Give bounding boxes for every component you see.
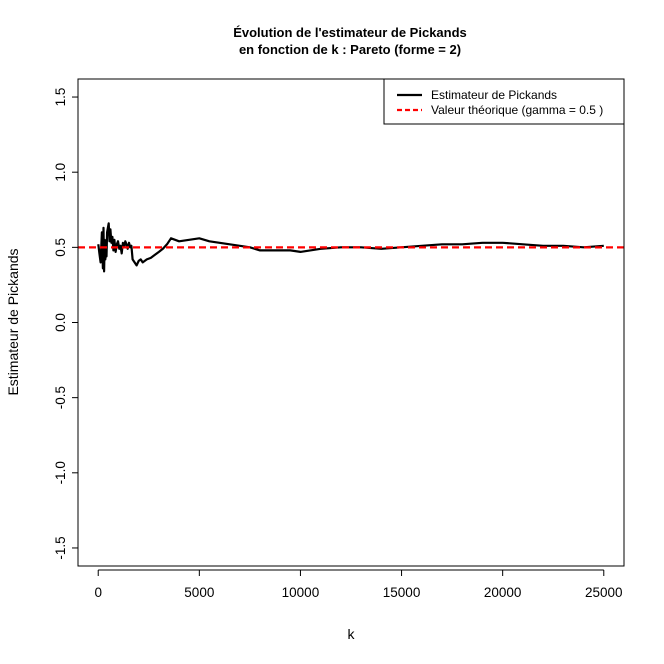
y-tick-label: 1.5 (53, 88, 68, 107)
y-tick-label: -0.5 (53, 386, 68, 409)
legend-label-theoretical: Valeur théorique (gamma = 0.5 ) (431, 103, 603, 117)
chart-subtitle: en fonction de k : Pareto (forme = 2) (239, 42, 461, 57)
x-tick-label: 15000 (383, 585, 421, 600)
y-axis: -1.5 -1.0 -0.5 0.0 0.5 1.0 1.5 (53, 88, 79, 560)
y-tick-label: 0.0 (53, 313, 68, 332)
x-tick-label: 20000 (484, 585, 522, 600)
x-axis: 0 5000 10000 15000 20000 25000 (94, 569, 623, 600)
x-tick-label: 0 (94, 585, 102, 600)
y-axis-label: Estimateur de Pickands (5, 248, 21, 395)
legend-label-estimator: Estimateur de Pickands (431, 88, 557, 102)
x-axis-label: k (348, 626, 356, 642)
series-line-estimator (97, 222, 604, 273)
x-tick-label: 10000 (282, 585, 320, 600)
y-tick-label: -1.0 (53, 461, 68, 484)
x-tick-label: 5000 (184, 585, 214, 600)
y-tick-label: 0.5 (53, 238, 68, 257)
y-tick-label: 1.0 (53, 163, 68, 182)
chart-title: Évolution de l'estimateur de Pickands (233, 25, 467, 40)
y-tick-label: -1.5 (53, 536, 68, 559)
x-tick-label: 25000 (585, 585, 623, 600)
legend-box (383, 78, 625, 125)
legend: Estimateur de Pickands Valeur théorique … (383, 78, 625, 125)
